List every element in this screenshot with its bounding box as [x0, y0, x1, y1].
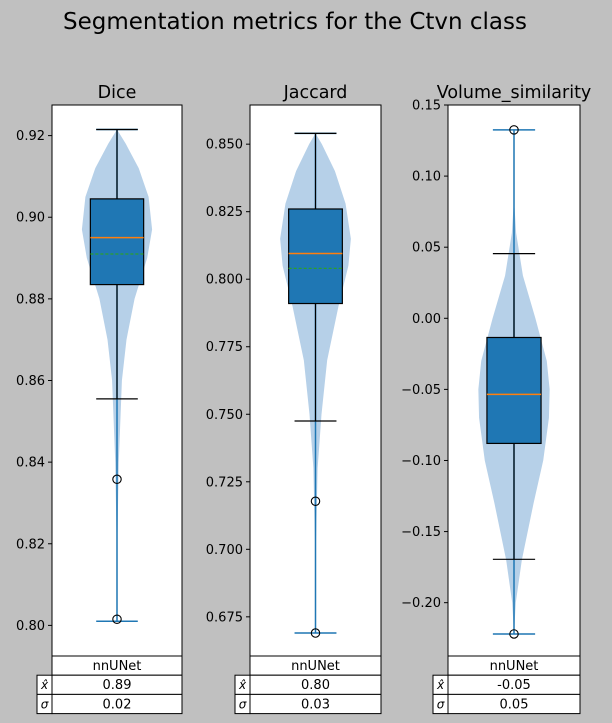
y-tick-label: 0.84 — [16, 456, 45, 471]
table-value: -0.05 — [497, 678, 531, 693]
y-tick-label: −0.15 — [401, 525, 441, 540]
y-tick-label: 0.05 — [412, 241, 441, 256]
table-row-label: x̂ — [238, 678, 247, 692]
table-column-label: nnUNet — [490, 659, 539, 674]
y-tick-label: 0.82 — [16, 537, 45, 552]
table-value: 0.80 — [301, 678, 330, 693]
table-value: 0.03 — [301, 697, 330, 712]
y-tick-label: 0.700 — [206, 543, 243, 558]
table-row-label: σ — [437, 697, 445, 711]
table-value-cell — [447, 693, 581, 715]
outlier-point-1 — [509, 125, 519, 135]
outlier-point-2 — [509, 629, 519, 639]
subplot-jaccard: 0.675 0.700 0.725 0.750 0.775 0.800 0.825 0.850… — [206, 83, 382, 715]
subplot-title: Jaccard — [283, 83, 348, 103]
table-column-label: nnUNet — [291, 659, 340, 674]
table-column-label: nnUNet — [93, 659, 142, 674]
table-value-cell — [249, 693, 382, 715]
table-value-cell — [51, 693, 183, 715]
figure-title: Segmentation metrics for the Ctvn class — [63, 9, 527, 35]
table-row-label: x̂ — [436, 678, 445, 692]
subplot-title: Dice — [98, 83, 137, 103]
iqr-box — [288, 208, 343, 305]
outlier-point-2 — [112, 614, 122, 625]
subplot-volume_similarity: −0.20 −0.15 −0.10 −0.05 0.00 0.05 0.10 0.15Volu… — [401, 83, 592, 715]
y-tick-label: 0.88 — [16, 292, 45, 307]
y-tick-label: 0.10 — [412, 170, 441, 185]
y-tick-label: −0.05 — [401, 383, 441, 398]
y-tick-label: 0.92 — [16, 129, 45, 144]
outlier-point-1 — [112, 474, 122, 485]
outlier-point-1 — [310, 496, 321, 506]
y-tick-label: 0.850 — [206, 138, 243, 153]
iqr-box — [89, 198, 145, 286]
y-tick-label: 0.750 — [206, 408, 243, 423]
table-value: 0.89 — [103, 678, 132, 693]
y-tick-label: 0.675 — [206, 610, 243, 625]
y-tick-label: 0.00 — [412, 312, 441, 327]
table-row-label: σ — [239, 697, 247, 711]
iqr-box — [486, 336, 542, 445]
y-tick-label: 0.800 — [206, 273, 243, 288]
table-value: 0.02 — [103, 697, 132, 712]
subplot-title: Volume_similarity — [437, 83, 592, 103]
y-tick-label: 0.725 — [206, 475, 243, 490]
y-tick-label: 0.825 — [206, 205, 243, 220]
y-tick-label: 0.775 — [206, 340, 243, 355]
outlier-point-2 — [310, 628, 321, 638]
table-row-label: x̂ — [40, 678, 49, 692]
y-tick-label: −0.10 — [401, 454, 441, 469]
y-tick-label: −0.20 — [401, 596, 441, 611]
y-tick-label: 0.86 — [16, 374, 45, 389]
y-tick-label: 0.15 — [412, 99, 441, 114]
subplot-dice: 0.80 0.82 0.84 0.86 0.88 0.90 0.92 Dice nnUNet x̂… — [16, 83, 183, 715]
y-tick-label: 0.90 — [16, 211, 45, 226]
table-value: 0.05 — [500, 697, 529, 712]
y-tick-label: 0.80 — [16, 619, 45, 634]
table-row-label: σ — [41, 697, 49, 711]
